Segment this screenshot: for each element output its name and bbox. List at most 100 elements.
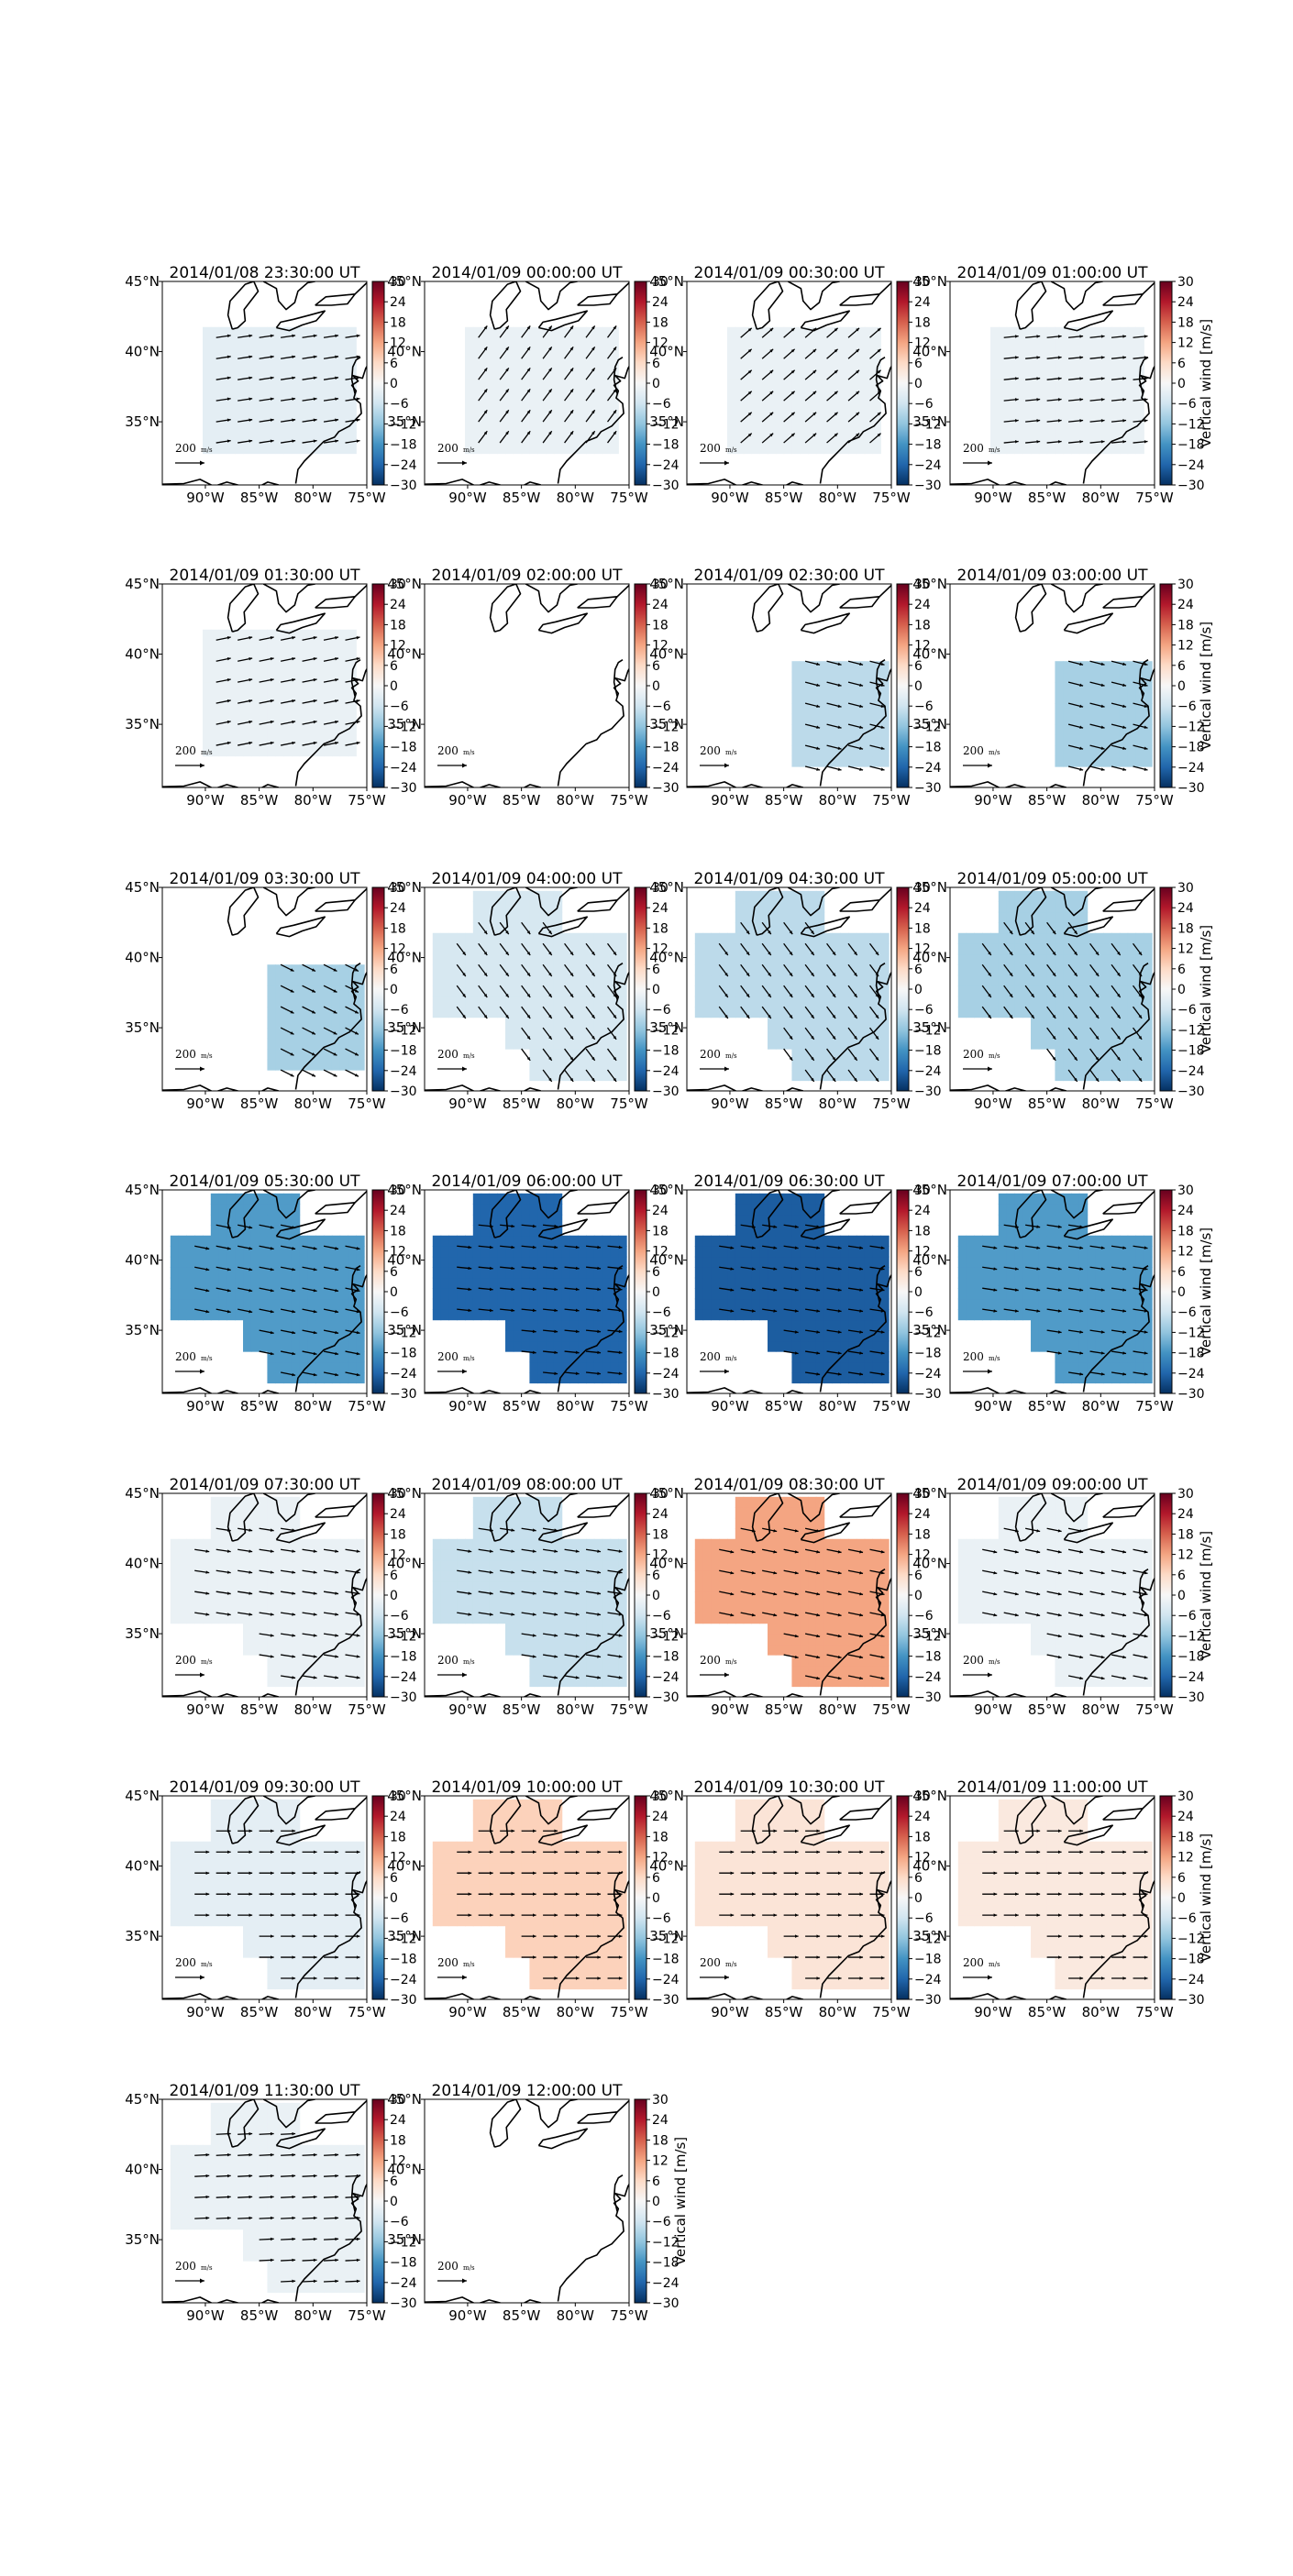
lake-outline [787,281,840,311]
wind-cell [546,932,555,944]
map-frame [949,886,1155,1092]
wind-cell [602,401,612,413]
wind-cell [267,443,276,455]
wind-arrowhead [489,1245,493,1249]
wind-cell [1071,703,1080,715]
wind-cell [448,1246,458,1258]
wind-cell [513,1007,523,1018]
wind-cell [432,985,442,997]
wind-cell [315,369,325,380]
wind-cell [291,724,301,736]
wind-cell [1078,890,1089,902]
colorbar-tick-label: 24 [1177,598,1194,612]
wind-cell [315,1309,325,1321]
wind-arrowhead [311,1010,315,1014]
wind-cell [578,401,587,413]
wind-cell [998,401,1008,413]
map-frame [424,583,630,788]
wind-cell [203,1235,212,1247]
wind-arrowhead [988,994,991,997]
wind-cell [1127,1070,1137,1082]
map-panel: 200 m/s90°W 85°W 80°W 75°W45°N40°N35°N2014/0… [387,264,679,506]
wind-cell [578,369,587,380]
wind-cell [1127,401,1137,413]
wind-cell [1144,734,1153,746]
wind-cell [267,358,276,370]
wind-cell [472,1246,482,1258]
wind-arrowhead [1057,419,1062,423]
wind-cell [1127,358,1137,370]
wind-cell [259,380,269,391]
wind-cell [856,996,866,1007]
wind-cell [1055,347,1064,359]
wind-cell [513,1330,523,1342]
wind-cell [489,1256,498,1268]
colorbar-tick-label: −30 [1177,479,1205,493]
wind-cell [800,713,809,725]
wind-cell [586,401,595,413]
wind-arrowhead [311,989,315,993]
wind-cell [331,1372,341,1384]
wind-arrowhead [270,1330,274,1335]
wind-cell [489,922,498,934]
wind-cell [1055,1028,1064,1040]
wind-cell [808,422,817,434]
wind-cell [283,1028,293,1040]
wind-cell [561,974,571,986]
wind-cell [815,358,825,370]
wind-cell [291,1028,301,1040]
map-plot-area [950,584,1155,787]
wind-arrowhead [811,994,814,997]
wind-arrowhead [526,368,531,372]
wind-arrowhead [597,1308,602,1313]
wind-cell [610,401,619,413]
wind-cell [848,422,857,434]
wind-cell [339,734,349,746]
wind-arrowhead [335,376,339,380]
wind-cell [1022,932,1032,944]
wind-cell [872,401,881,413]
wind-cell [823,1007,834,1018]
wind-cell [465,432,474,444]
wind-cell [299,1017,309,1029]
wind-arrowhead [468,1266,472,1271]
wind-cell [178,1288,188,1300]
wind-cell [998,432,1008,444]
x-tick-label: 85°W [240,792,279,809]
wind-cell [990,347,1000,359]
wind-cell [203,369,212,380]
wind-cell [1038,369,1048,380]
wind-cell [1071,953,1080,965]
wind-arrowhead [311,968,315,972]
wind-cell [259,1235,269,1247]
wind-cell [759,347,768,359]
wind-cell [259,326,269,338]
wind-cell [1127,755,1137,767]
colorbar-tick-label: −18 [1177,741,1205,755]
wind-arrowhead [1095,1056,1100,1061]
wind-arrowhead [834,369,838,374]
wind-cell [610,1351,619,1363]
wind-cell [537,996,547,1007]
wind-cell [1135,401,1144,413]
wind-cell [727,1288,736,1300]
colorbar-tick-label: 12 [1177,942,1194,957]
wind-cell [283,1277,293,1289]
wind-cell [1063,380,1072,391]
wind-cell [259,745,269,757]
wind-cell [1144,932,1153,944]
wind-cell [299,1330,309,1342]
wind-arrowhead [270,741,274,745]
wind-cell [1055,890,1064,902]
y-tick-label: 40°N [387,950,422,966]
wind-cell [775,422,785,434]
wind-cell [815,369,825,380]
wind-cell [751,432,760,444]
wind-arrowhead [1095,973,1100,977]
wind-cell [1055,1038,1064,1050]
wind-cell [1006,996,1016,1007]
wind-cell [440,1288,450,1300]
wind-cell [791,953,801,965]
wind-cell [990,422,1000,434]
wind-cell [489,380,498,391]
